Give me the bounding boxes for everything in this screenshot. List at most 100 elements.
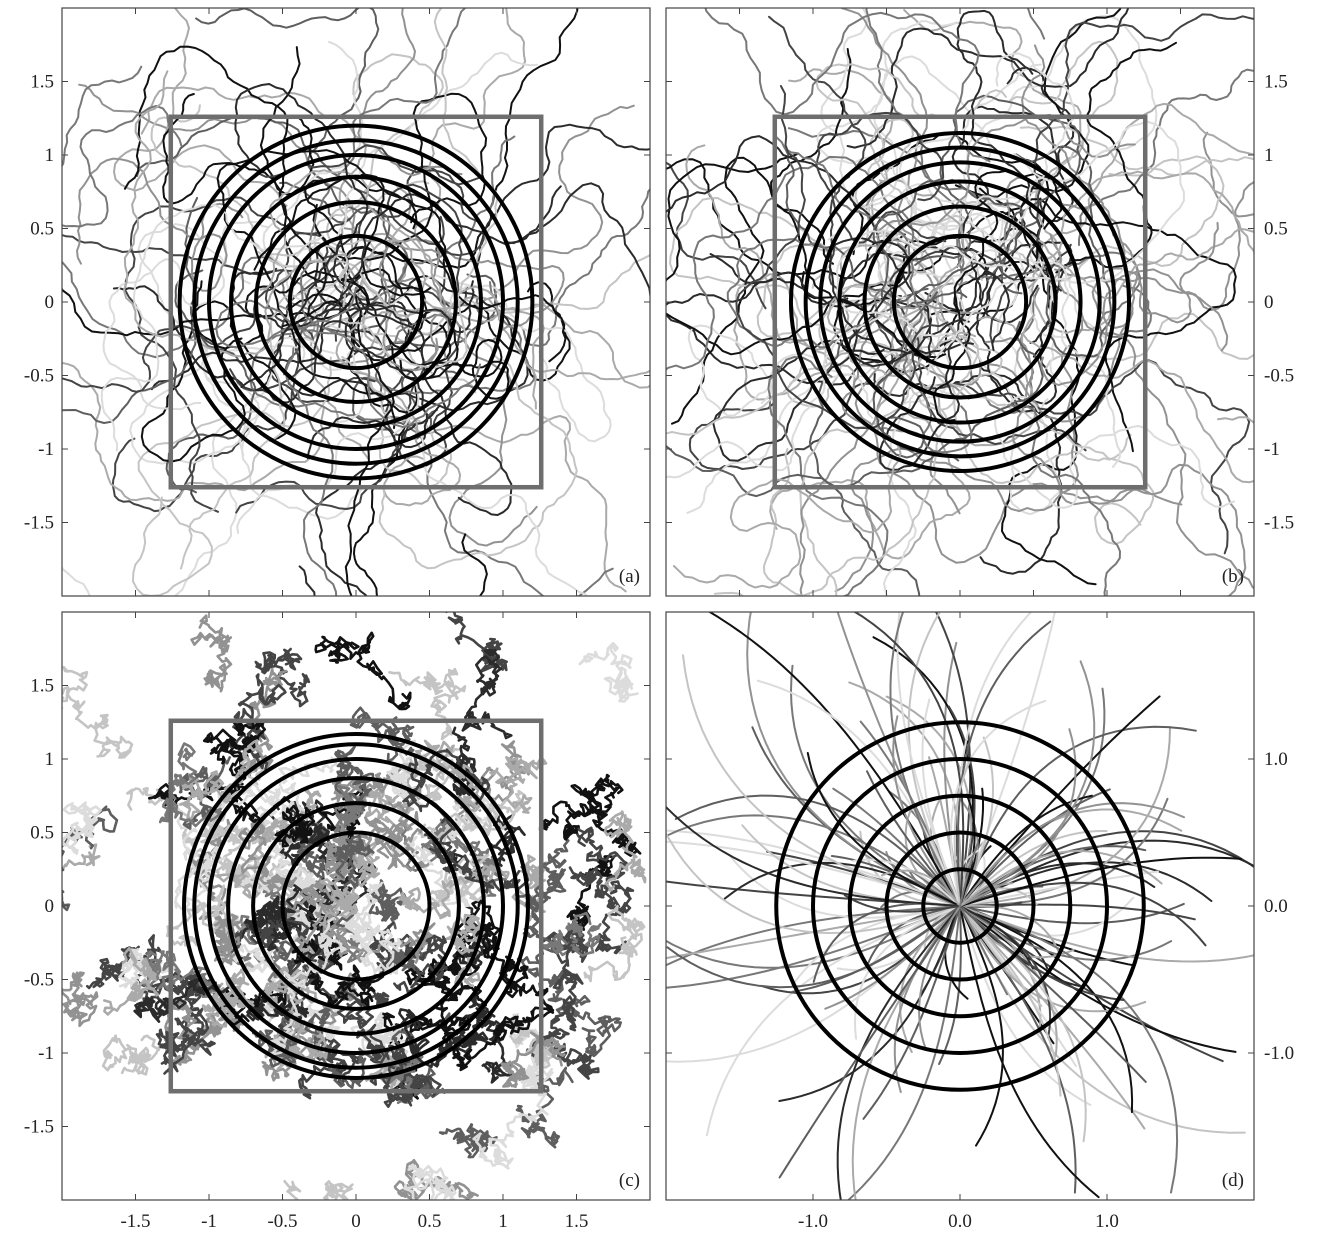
trajectory-line — [959, 905, 1009, 996]
trajectory-line — [402, 746, 463, 802]
circle-ring — [192, 138, 520, 466]
y-tick-label: 1 — [1264, 145, 1274, 166]
y-tick-label: 1.0 — [1264, 749, 1288, 770]
trajectory-line — [165, 884, 234, 947]
trajectory-line — [1012, 225, 1254, 299]
trajectory-line — [666, 310, 887, 479]
trajectory-line — [472, 1067, 549, 1170]
circle-ring — [177, 123, 535, 481]
trajectory-line — [824, 905, 961, 1010]
trajectory-line — [62, 971, 99, 1028]
circle-ring — [837, 179, 1083, 425]
y-tick-label: -1.0 — [1264, 1043, 1294, 1064]
circle-ring — [287, 233, 425, 371]
y-tick-label: -1 — [38, 1043, 54, 1064]
y-tick-label: -1.5 — [24, 1117, 54, 1138]
x-tick-label: 1.0 — [1095, 1211, 1119, 1232]
trajectory-line — [129, 339, 335, 465]
trajectory-line — [378, 238, 451, 372]
trajectory-line — [343, 227, 565, 365]
trajectory-line — [666, 905, 961, 989]
trajectory-line — [756, 679, 961, 907]
x-tick-label: 0 — [351, 1211, 361, 1232]
trajectory-line — [578, 641, 639, 703]
trajectory-line — [924, 67, 1075, 312]
trajectory-line — [959, 905, 1254, 963]
trajectory-line — [62, 255, 320, 359]
trajectory-line — [240, 872, 312, 944]
trajectory-line — [959, 905, 1004, 1147]
trajectory-line — [835, 229, 1015, 359]
trajectory-line — [214, 756, 338, 812]
trajectory-line — [256, 250, 650, 335]
circle-ring — [818, 160, 1102, 444]
trajectory-line — [363, 104, 635, 307]
circle-ring — [921, 867, 999, 945]
trajectory-line — [846, 905, 961, 1200]
trajectory-line — [140, 86, 407, 348]
trajectory-line — [349, 706, 415, 763]
trajectory-line — [866, 770, 961, 907]
trajectory-line — [666, 155, 915, 371]
trajectory-line — [445, 612, 508, 673]
y-tick-label: 0 — [45, 896, 55, 917]
y-tick-label: 1 — [45, 145, 55, 166]
trajectory-line — [958, 797, 979, 907]
trajectory-line — [959, 904, 1061, 954]
circle-ring — [182, 732, 530, 1080]
trajectory-line — [229, 341, 425, 514]
x-tick-label: -1 — [201, 1211, 217, 1232]
trajectory-line — [968, 52, 1076, 243]
trajectory-line — [865, 8, 1046, 199]
trajectory-line — [111, 335, 300, 513]
x-tick-label: -1.5 — [120, 1211, 150, 1232]
square-boundary — [168, 718, 544, 1094]
trajectories — [666, 8, 1254, 596]
trajectory-line — [959, 794, 1093, 907]
trajectory-line — [62, 282, 354, 596]
trajectory-line — [62, 361, 325, 502]
trajectory-line — [784, 148, 1039, 303]
trajectory-line — [452, 996, 555, 1072]
trajectory-line — [123, 45, 327, 315]
circle-ring — [207, 757, 505, 1055]
circle-ring — [891, 233, 1029, 371]
circle-ring — [254, 200, 458, 404]
trajectory-line — [862, 905, 961, 1120]
trajectory-line — [959, 870, 1159, 907]
trajectory-line — [956, 620, 1052, 907]
y-tick-label: -1 — [38, 439, 54, 460]
trajectory-line — [267, 165, 481, 403]
trajectory-line — [959, 905, 1224, 1063]
trajectory-line — [959, 802, 1185, 907]
trajectory-line — [854, 905, 961, 1040]
panel-label: (a) — [619, 566, 640, 587]
circle-ring — [229, 175, 483, 429]
y-tick-label: -1.5 — [24, 513, 54, 534]
trajectory-line — [873, 314, 1155, 546]
trajectory-line — [735, 85, 949, 430]
trajectory-line — [124, 196, 351, 513]
trajectory-line — [959, 850, 1163, 907]
trajectory-line — [428, 841, 530, 894]
trajectory-line — [136, 115, 391, 376]
x-tick-label: -0.5 — [267, 1211, 297, 1232]
trajectories — [666, 612, 1254, 1200]
y-tick-label: -1 — [1264, 439, 1280, 460]
x-tick-label: 0.0 — [948, 1211, 972, 1232]
trajectory-line — [352, 905, 402, 975]
y-tick-label: 0.0 — [1264, 896, 1288, 917]
trajectory-line — [959, 856, 1242, 907]
y-tick-label: 1 — [45, 749, 55, 770]
trajectory-line — [671, 156, 834, 425]
trajectory-line — [195, 8, 380, 214]
trajectory-line — [250, 556, 293, 601]
trajectory-line — [956, 209, 1152, 338]
trajectory-line — [854, 331, 1183, 564]
trajectory-line — [666, 814, 961, 907]
panel-a: -1.5 -1 -0.5 0 0.5 1 1.5 (a) — [24, 7, 651, 597]
trajectory-line — [475, 123, 650, 270]
trajectory-line — [62, 233, 346, 342]
trajectory-line — [978, 316, 1254, 484]
trajectory-line — [778, 905, 961, 1102]
